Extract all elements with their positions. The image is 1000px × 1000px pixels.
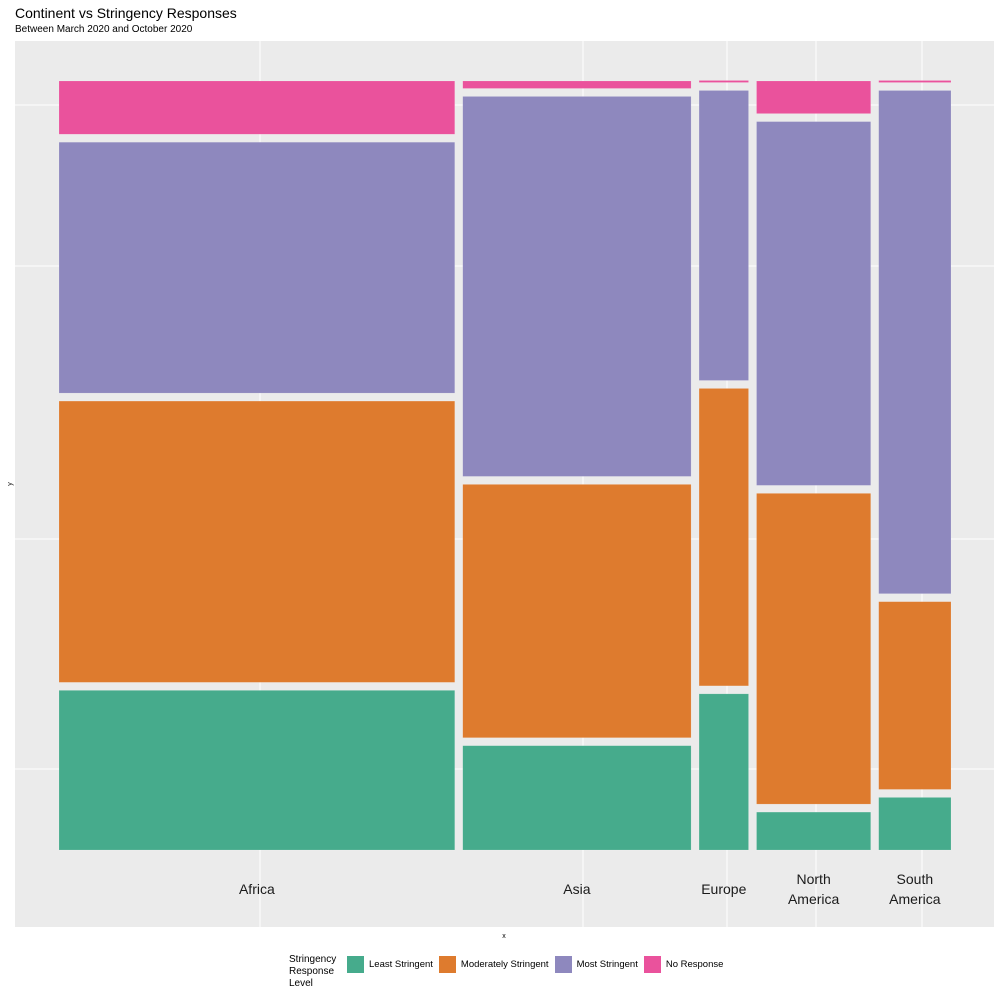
tile-asia-moderately-stringent [462,484,692,738]
x-tick-label: North America [788,871,840,907]
tile-asia-least-stringent [462,745,692,851]
tile-asia-most-stringent [462,96,692,477]
legend-label-moderate: Moderately Stringent [460,959,549,970]
tile-africa-least-stringent [58,690,456,851]
legend-item-no-response: No Response [643,956,724,973]
tile-europe-no-response [698,80,749,83]
tile-europe-least-stringent [698,693,749,851]
legend-key-least [347,956,364,973]
tile-asia-no-response [462,80,692,89]
tile-europe-moderately-stringent [698,388,749,687]
tile-north-america-least-stringent [756,811,871,851]
legend-key-moderate [438,956,456,973]
tile-north-america-most-stringent [756,121,871,486]
tile-south-america-least-stringent [878,797,952,851]
chart-title: Continent vs Stringency Responses [15,5,237,21]
x-tick-label: Africa [239,881,275,897]
legend-item-most: Most Stringent [554,956,638,973]
tile-north-america-no-response [756,80,871,114]
tile-africa-no-response [58,80,456,135]
legend-key-no-response [643,956,661,973]
tile-europe-most-stringent [698,90,749,381]
tile-africa-moderately-stringent [58,400,456,683]
legend-item-moderate: Moderately Stringent [438,956,549,973]
legend-label-no-response: No Response [665,959,724,970]
legend-item-least: Least Stringent [347,956,433,973]
legend: Stringency Response Level Least Stringen… [289,954,729,990]
legend-label-least: Least Stringent [369,959,433,970]
legend-label-most: Most Stringent [576,959,638,970]
x-tick-label: Europe [701,881,746,897]
tile-africa-most-stringent [58,141,456,394]
chart-subtitle: Between March 2020 and October 2020 [15,24,193,35]
tile-north-america-moderately-stringent [756,493,871,805]
tile-south-america-most-stringent [878,90,952,594]
tile-south-america-moderately-stringent [878,601,952,790]
x-axis-title: x [502,933,506,940]
x-tick-label: Asia [563,881,590,897]
x-tick-label: South America [889,871,941,907]
tile-south-america-no-response [878,80,952,83]
legend-key-most [554,956,572,973]
y-axis-title: y [7,482,14,486]
legend-title: Stringency Response Level [289,954,337,989]
